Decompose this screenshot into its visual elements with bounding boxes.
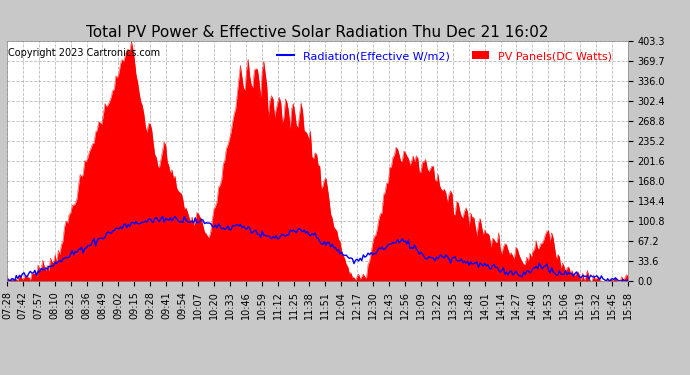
Legend: Radiation(Effective W/m2), PV Panels(DC Watts): Radiation(Effective W/m2), PV Panels(DC … [273, 47, 616, 66]
Text: Copyright 2023 Cartronics.com: Copyright 2023 Cartronics.com [8, 48, 159, 58]
Title: Total PV Power & Effective Solar Radiation Thu Dec 21 16:02: Total PV Power & Effective Solar Radiati… [86, 25, 549, 40]
